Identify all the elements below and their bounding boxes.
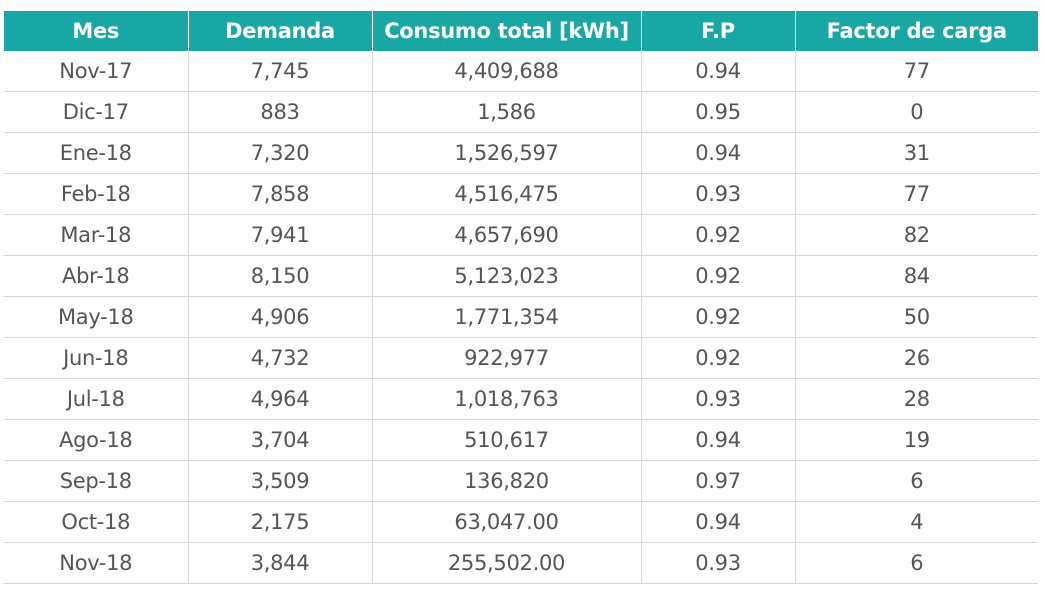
cell-fp: 0.97: [640, 460, 795, 502]
cell-factor-de-carga: 77: [794, 173, 1038, 215]
table-row: Dic-17 883 1,586 0.95 0: [4, 91, 1038, 133]
cell-factor-de-carga: 77: [794, 51, 1038, 92]
cell-consumo-total: 4,516,475: [371, 173, 641, 215]
cell-demanda: 7,941: [187, 214, 372, 256]
cell-mes: Dic-17: [4, 91, 188, 133]
cell-factor-de-carga: 4: [794, 501, 1038, 543]
cell-mes: Ago-18: [4, 419, 188, 461]
cell-fp: 0.94: [640, 419, 795, 461]
cell-mes: Oct-18: [4, 501, 188, 543]
cell-demanda: 7,745: [187, 51, 372, 92]
cell-fp: 0.92: [640, 214, 795, 256]
cell-factor-de-carga: 31: [794, 132, 1038, 174]
cell-factor-de-carga: 82: [794, 214, 1038, 256]
cell-demanda: 4,732: [187, 337, 372, 379]
cell-mes: May-18: [4, 296, 188, 338]
cell-fp: 0.95: [640, 91, 795, 133]
cell-fp: 0.92: [640, 337, 795, 379]
cell-demanda: 8,150: [187, 255, 372, 297]
header-demanda: Demanda: [187, 11, 372, 51]
cell-consumo-total: 1,771,354: [371, 296, 641, 338]
cell-fp: 0.94: [640, 501, 795, 543]
header-factor-de-carga: Factor de carga: [794, 11, 1038, 51]
cell-factor-de-carga: 0: [794, 91, 1038, 133]
header-mes: Mes: [4, 11, 188, 51]
cell-consumo-total: 4,657,690: [371, 214, 641, 256]
cell-mes: Jun-18: [4, 337, 188, 379]
table-row: Nov-18 3,844 255,502.00 0.93 6: [4, 542, 1038, 584]
cell-fp: 0.93: [640, 173, 795, 215]
header-fp: F.P: [640, 11, 795, 51]
cell-factor-de-carga: 50: [794, 296, 1038, 338]
cell-demanda: 4,906: [187, 296, 372, 338]
cell-consumo-total: 4,409,688: [371, 51, 641, 92]
table-row: Sep-18 3,509 136,820 0.97 6: [4, 460, 1038, 502]
cell-factor-de-carga: 84: [794, 255, 1038, 297]
cell-consumo-total: 136,820: [371, 460, 641, 502]
table-row: Feb-18 7,858 4,516,475 0.93 77: [4, 173, 1038, 215]
cell-consumo-total: 1,586: [371, 91, 641, 133]
energy-consumption-table: Mes Demanda Consumo total [kWh] F.P Fact…: [4, 11, 1038, 584]
cell-consumo-total: 510,617: [371, 419, 641, 461]
cell-consumo-total: 5,123,023: [371, 255, 641, 297]
table-row: Ene-18 7,320 1,526,597 0.94 31: [4, 132, 1038, 174]
cell-mes: Feb-18: [4, 173, 188, 215]
cell-mes: Abr-18: [4, 255, 188, 297]
table-row: May-18 4,906 1,771,354 0.92 50: [4, 296, 1038, 338]
cell-mes: Sep-18: [4, 460, 188, 502]
table-header-row: Mes Demanda Consumo total [kWh] F.P Fact…: [4, 11, 1038, 51]
cell-demanda: 3,844: [187, 542, 372, 584]
cell-fp: 0.92: [640, 296, 795, 338]
cell-mes: Jul-18: [4, 378, 188, 420]
cell-mes: Nov-18: [4, 542, 188, 584]
table-row: Mar-18 7,941 4,657,690 0.92 82: [4, 214, 1038, 256]
cell-fp: 0.92: [640, 255, 795, 297]
cell-demanda: 7,320: [187, 132, 372, 174]
table-row: Nov-17 7,745 4,409,688 0.94 77: [4, 51, 1038, 92]
cell-fp: 0.94: [640, 51, 795, 92]
table-row: Jun-18 4,732 922,977 0.92 26: [4, 337, 1038, 379]
cell-demanda: 3,704: [187, 419, 372, 461]
cell-consumo-total: 255,502.00: [371, 542, 641, 584]
cell-consumo-total: 922,977: [371, 337, 641, 379]
cell-factor-de-carga: 28: [794, 378, 1038, 420]
cell-mes: Nov-17: [4, 51, 188, 92]
cell-factor-de-carga: 6: [794, 460, 1038, 502]
cell-demanda: 2,175: [187, 501, 372, 543]
cell-factor-de-carga: 19: [794, 419, 1038, 461]
table-row: Ago-18 3,704 510,617 0.94 19: [4, 419, 1038, 461]
cell-demanda: 3,509: [187, 460, 372, 502]
cell-mes: Mar-18: [4, 214, 188, 256]
cell-fp: 0.93: [640, 378, 795, 420]
cell-factor-de-carga: 26: [794, 337, 1038, 379]
cell-demanda: 7,858: [187, 173, 372, 215]
table-row: Oct-18 2,175 63,047.00 0.94 4: [4, 501, 1038, 543]
cell-fp: 0.93: [640, 542, 795, 584]
cell-factor-de-carga: 6: [794, 542, 1038, 584]
table-row: Jul-18 4,964 1,018,763 0.93 28: [4, 378, 1038, 420]
cell-mes: Ene-18: [4, 132, 188, 174]
table-row: Abr-18 8,150 5,123,023 0.92 84: [4, 255, 1038, 297]
cell-demanda: 883: [187, 91, 372, 133]
cell-demanda: 4,964: [187, 378, 372, 420]
cell-fp: 0.94: [640, 132, 795, 174]
cell-consumo-total: 1,526,597: [371, 132, 641, 174]
header-consumo-total: Consumo total [kWh]: [371, 11, 641, 51]
table-body: Nov-17 7,745 4,409,688 0.94 77 Dic-17 883 1,586…: [4, 51, 1038, 584]
cell-consumo-total: 1,018,763: [371, 378, 641, 420]
cell-consumo-total: 63,047.00: [371, 501, 641, 543]
